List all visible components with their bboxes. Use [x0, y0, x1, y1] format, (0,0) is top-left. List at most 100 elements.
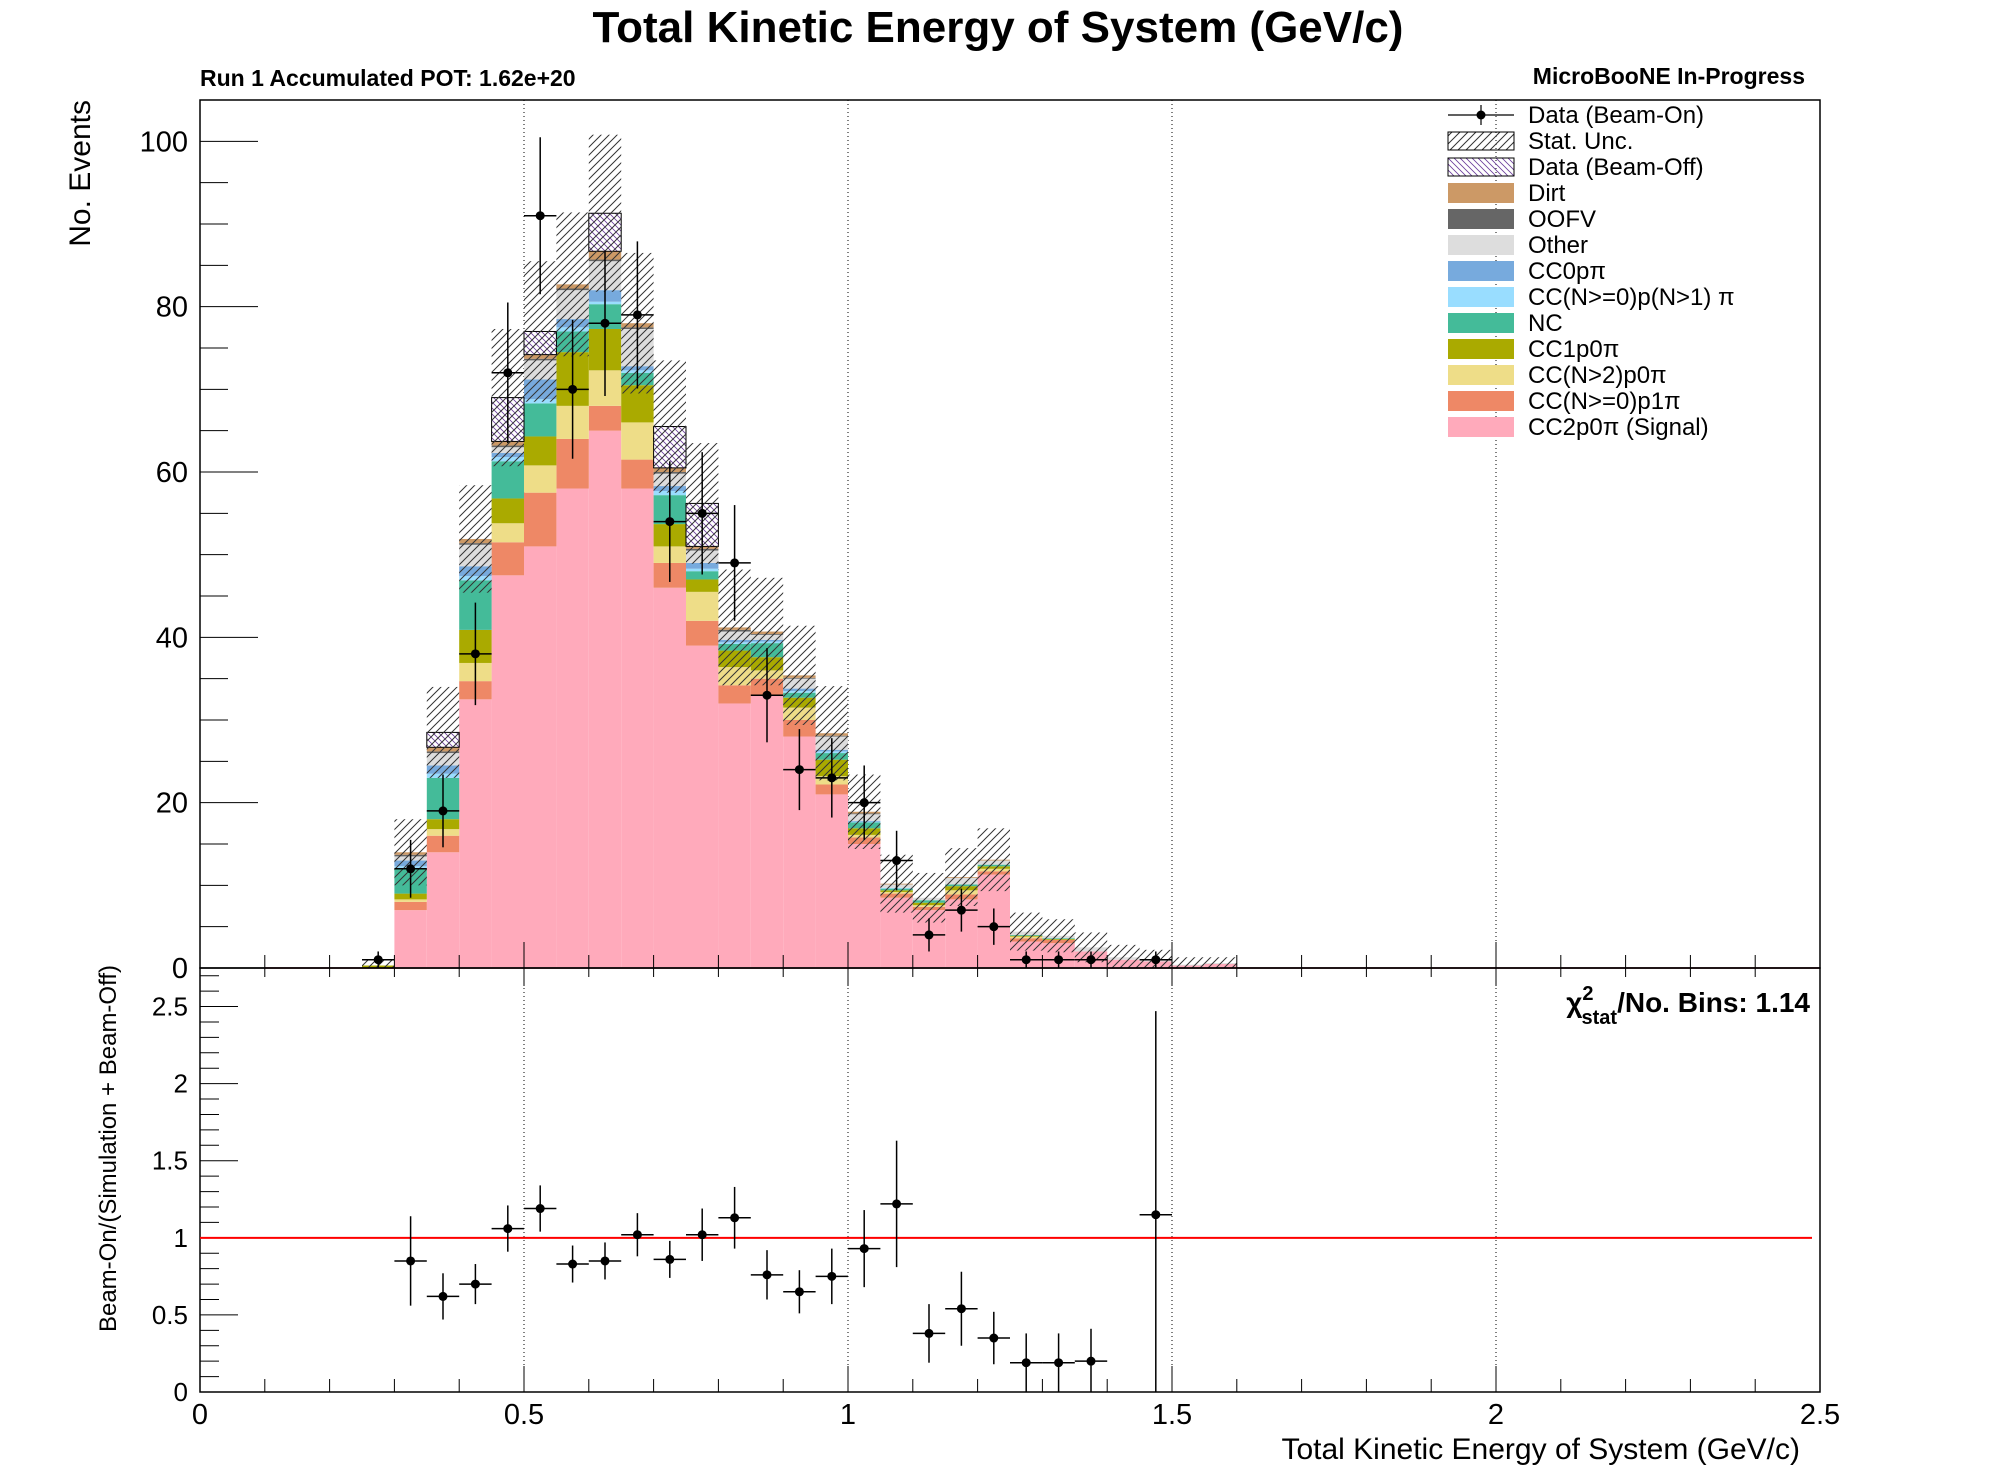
legend-label: Data (Beam-Off) — [1528, 154, 1704, 181]
data-point — [956, 905, 966, 915]
stack-bar — [491, 498, 524, 524]
x-tick-label: 2.5 — [1800, 1399, 1840, 1431]
legend-label: Stat. Unc. — [1528, 128, 1633, 155]
stack-bar — [556, 488, 589, 968]
chi2-sub: stat — [1581, 1007, 1617, 1029]
stack-bar — [524, 492, 557, 547]
ratio-point — [989, 1333, 999, 1343]
ratio-y-axis-label: Beam-On/(Simulation + Beam-Off) — [95, 965, 122, 1332]
y-tick-label: 20 — [156, 788, 188, 820]
ratio-point — [956, 1304, 966, 1314]
stat-unc-band — [1107, 944, 1140, 968]
data-point — [1021, 955, 1031, 965]
legend-swatch — [1448, 417, 1514, 437]
data-point — [989, 922, 999, 932]
legend-label: Other — [1528, 232, 1588, 259]
stack-bar — [718, 703, 751, 968]
legend-label: CC(N>2)p0π — [1528, 362, 1667, 389]
stat-unc-band — [426, 686, 460, 778]
stack-bar — [621, 422, 654, 460]
ratio-point — [1151, 1210, 1161, 1220]
ratio-frame — [199, 967, 1821, 1393]
stack-bar — [718, 685, 751, 704]
legend-swatch — [1448, 287, 1514, 307]
ratio-y-tick-label: 2.5 — [152, 992, 188, 1022]
ratio-point — [827, 1271, 837, 1281]
legend-label: OOFV — [1528, 206, 1596, 233]
stat-unc-band — [1010, 912, 1043, 951]
stack-bar — [686, 579, 719, 592]
stat-unc-band — [1042, 919, 1075, 953]
stack-bar — [491, 523, 524, 543]
data-point — [568, 384, 578, 394]
stack-bar — [394, 899, 427, 902]
x-axis-label: Total Kinetic Energy of System (GeV/c) — [1281, 1433, 1800, 1466]
stack-bar — [848, 844, 881, 968]
data-point — [1086, 955, 1096, 965]
legend-label: CC1p0π — [1528, 336, 1619, 363]
chi2-text: /No. Bins: 1.14 — [1617, 987, 1810, 1018]
stack-bar — [459, 699, 492, 968]
stack-bar — [524, 465, 557, 493]
stat-unc-band — [1204, 957, 1237, 968]
y-tick-label: 80 — [156, 292, 188, 324]
chart-title: Total Kinetic Energy of System (GeV/c) — [593, 3, 1404, 52]
legend-label: CC(N>=0)p(N>1) π — [1528, 284, 1735, 311]
data-point — [892, 856, 902, 866]
ratio-point — [697, 1230, 707, 1240]
data-point — [827, 773, 837, 783]
x-tick-label: 1 — [840, 1399, 856, 1431]
ratio-point — [1054, 1358, 1064, 1368]
data-point — [632, 310, 642, 320]
data-point — [600, 318, 610, 328]
legend-beam-off-swatch — [1447, 157, 1515, 177]
experiment-label: MicroBooNE In-Progress — [1533, 63, 1805, 89]
ratio-point — [406, 1256, 416, 1266]
stat-unc-band — [783, 625, 816, 725]
stack-bar — [815, 794, 848, 968]
stack-bar — [524, 403, 557, 437]
x-tick-label: 0 — [192, 1399, 208, 1431]
chi2-sup: 2 — [1582, 983, 1593, 1005]
ratio-point — [503, 1224, 513, 1234]
stack-bar — [491, 575, 524, 968]
ratio-point — [665, 1254, 675, 1264]
ratio-y-tick-label: 1 — [174, 1223, 188, 1253]
data-point — [762, 690, 772, 700]
legend-swatch — [1448, 235, 1514, 255]
stack-bar — [491, 461, 524, 499]
ratio-point — [438, 1291, 448, 1301]
stack-bar — [588, 430, 622, 969]
ratio-y-tick-label: 0 — [174, 1377, 188, 1407]
legend-label: Dirt — [1528, 180, 1566, 207]
pot-label: Run 1 Accumulated POT: 1.62e+20 — [200, 65, 576, 91]
data-point — [503, 368, 513, 378]
data-point — [470, 649, 480, 659]
legend-stat-swatch — [1447, 131, 1515, 151]
stack-bar — [621, 459, 654, 489]
ratio-point — [568, 1259, 578, 1269]
ratio-point — [600, 1256, 610, 1266]
stack-bar — [524, 436, 557, 466]
stack-bar — [394, 901, 427, 911]
data-point — [924, 930, 934, 940]
y-axis-label: No. Events — [64, 100, 97, 247]
legend-swatch — [1448, 261, 1514, 281]
data-point — [438, 806, 448, 816]
legend-label: NC — [1528, 310, 1563, 337]
x-tick-label: 1.5 — [1152, 1399, 1192, 1431]
x-tick-label: 0.5 — [504, 1399, 544, 1431]
stack-bar — [426, 852, 460, 968]
legend-swatch — [1448, 183, 1514, 203]
data-point — [859, 798, 869, 808]
legend-swatch — [1448, 391, 1514, 411]
data-point — [794, 765, 804, 775]
data-point — [665, 517, 675, 527]
legend-label: Data (Beam-On) — [1528, 102, 1704, 129]
ratio-point — [859, 1244, 869, 1254]
stat-unc-band — [912, 872, 946, 923]
legend-label: CC2p0π (Signal) — [1528, 414, 1709, 441]
ratio-point — [1086, 1356, 1096, 1366]
